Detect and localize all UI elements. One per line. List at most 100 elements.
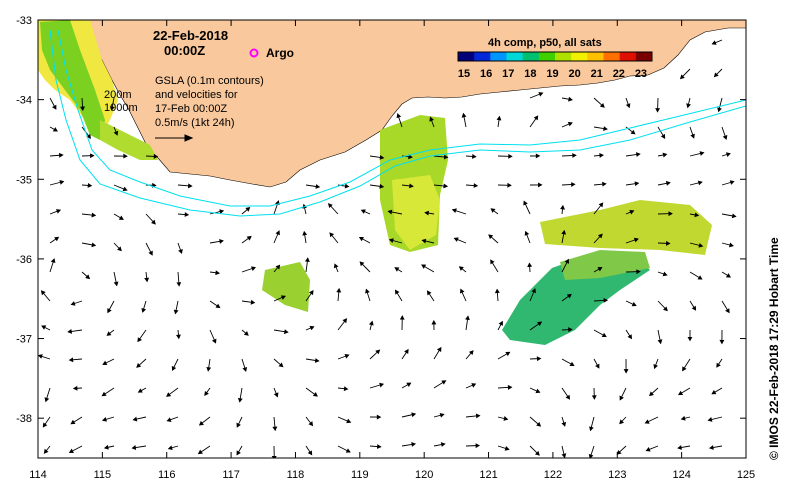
velocity-arrow-head — [677, 445, 682, 450]
velocity-arrow-head — [59, 179, 65, 185]
velocity-arrow-head — [644, 419, 650, 424]
velocity-arrow-head — [166, 392, 172, 397]
velocity-arrow-head — [59, 152, 64, 158]
velocity-arrow-head — [70, 419, 76, 425]
velocity-arrow-head — [404, 348, 409, 354]
velocity-arrow-head — [443, 183, 449, 189]
velocity-arrow-head — [41, 325, 47, 330]
colorbar-swatch — [538, 52, 556, 61]
velocity-arrow-head — [461, 112, 467, 118]
y-tick-label: -34 — [16, 95, 32, 107]
velocity-arrow-head — [206, 366, 212, 372]
velocity-arrow-head — [43, 448, 49, 454]
velocity-arrow-head — [426, 290, 432, 296]
velocity-arrow-head — [67, 328, 73, 334]
velocity-arrow-head — [91, 212, 97, 218]
colorbar-swatch — [522, 52, 540, 61]
velocity-arrow-head — [315, 184, 321, 189]
velocity-arrow-head — [694, 212, 700, 218]
velocity-arrow-head — [503, 416, 509, 421]
velocity-arrow-head — [243, 331, 249, 336]
velocity-arrow-head — [560, 204, 566, 210]
velocity-arrow-head — [113, 281, 119, 287]
velocity-arrow-head — [713, 72, 719, 78]
velocity-arrow-head — [538, 182, 543, 188]
velocity-arrow-head — [561, 453, 567, 458]
velocity-arrow-head — [668, 211, 673, 217]
velocity-arrow-head — [309, 325, 315, 331]
velocity-arrow-head — [599, 103, 605, 108]
velocity-arrow-head — [38, 354, 43, 359]
velocity-arrow-head — [725, 152, 731, 157]
velocity-arrow-head — [280, 295, 286, 300]
velocity-arrow-head — [377, 444, 382, 449]
velocity-arrow-head — [698, 242, 704, 248]
colorbar-tick-label: 17 — [502, 68, 514, 80]
velocity-arrow-head — [236, 422, 241, 428]
velocity-arrow-head — [507, 182, 512, 188]
velocity-arrow-head — [648, 391, 654, 397]
velocity-arrow-head — [215, 303, 221, 309]
velocity-arrow-head — [468, 350, 474, 356]
velocity-arrow-head — [665, 180, 671, 186]
velocity-arrow-head — [424, 210, 430, 216]
velocity-arrow-head — [91, 242, 97, 248]
velocity-arrow-head — [633, 237, 639, 243]
x-tick-label: 115 — [94, 469, 112, 481]
velocity-arrow-head — [729, 180, 735, 185]
gsla-line-4: 0.5m/s (1kt 24h) — [155, 117, 234, 129]
colorbar-swatch — [619, 52, 637, 61]
velocity-arrow-head — [379, 183, 385, 189]
velocity-arrow-head — [619, 395, 624, 401]
velocity-arrow-head — [630, 129, 636, 135]
velocity-arrow-head — [711, 389, 717, 395]
velocity-arrow-head — [443, 154, 449, 160]
colorbar-swatch — [603, 52, 621, 61]
velocity-arrow-head — [629, 209, 635, 215]
velocity-arrow-head — [197, 449, 203, 455]
velocity-arrow-head — [329, 232, 335, 238]
colorbar-swatch — [474, 52, 491, 61]
velocity-arrow-head — [132, 416, 138, 422]
velocity-arrow-head — [453, 237, 459, 242]
velocity-arrow-head — [707, 417, 713, 422]
velocity-arrow-head — [344, 183, 350, 189]
colorbar-tick-label: 23 — [635, 68, 647, 80]
velocity-arrow-head — [533, 115, 539, 121]
velocity-arrow-head — [567, 121, 573, 127]
velocity-arrow-head — [507, 384, 513, 390]
velocity-arrow-head — [123, 153, 128, 159]
y-tick-label: -36 — [16, 254, 32, 266]
velocity-arrow-head — [636, 269, 641, 275]
velocity-arrow-head — [360, 209, 366, 214]
velocity-arrow-head — [682, 366, 687, 372]
velocity-arrow-head — [564, 258, 569, 264]
velocity-arrow-head — [505, 351, 511, 357]
colorbar-swatch — [490, 52, 507, 61]
velocity-arrow-head — [536, 421, 542, 427]
velocity-arrow-head — [595, 363, 600, 369]
velocity-arrow-head — [697, 180, 703, 186]
velocity-arrow-head — [411, 412, 417, 418]
colorbar-tick-label: 19 — [546, 68, 558, 80]
velocity-arrow-head — [379, 154, 385, 160]
gsla-line-1: GSLA (0.1m contours) — [155, 75, 264, 87]
velocity-arrow-head — [173, 309, 179, 315]
gsla-line-3: 17-Feb 00:00Z — [155, 103, 227, 115]
velocity-arrow-head — [42, 422, 48, 428]
velocity-arrow-head — [343, 386, 349, 392]
credit-text: © IMOS 22-Feb-2018 17:29 Hobart Time — [767, 237, 781, 460]
velocity-arrow-head — [151, 219, 156, 225]
velocity-arrow-head — [662, 271, 668, 277]
sst-patch-east-mid — [560, 250, 650, 280]
velocity-arrow-head — [625, 103, 631, 109]
velocity-arrow-head — [113, 130, 119, 136]
velocity-arrow-head — [439, 412, 445, 418]
bathymetry-contours — [49, 29, 746, 217]
velocity-arrow-head — [601, 332, 607, 338]
x-tick-label: 114 — [29, 469, 47, 481]
velocity-arrow-head — [215, 270, 221, 276]
velocity-arrow-head — [246, 235, 252, 241]
velocity-arrow-head — [441, 380, 447, 385]
